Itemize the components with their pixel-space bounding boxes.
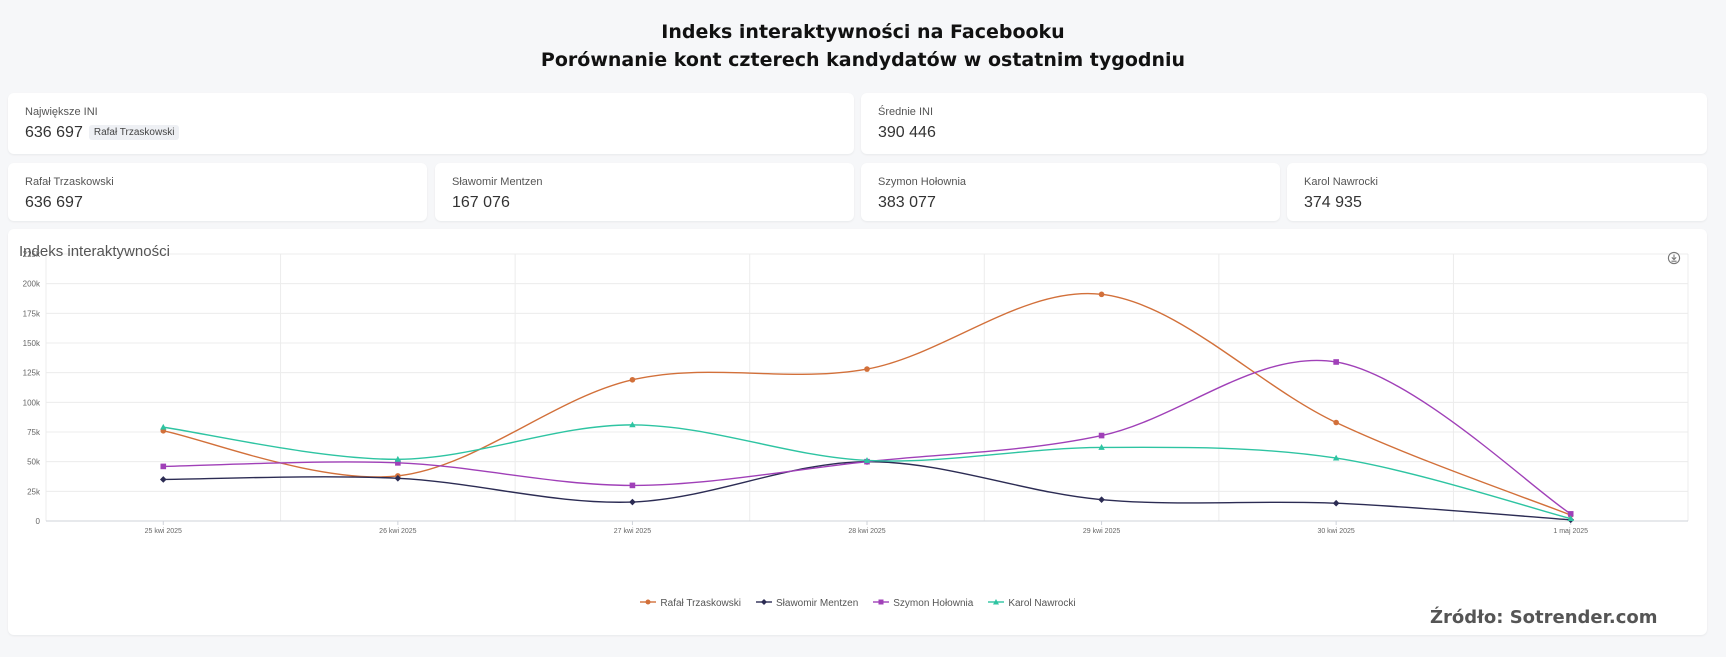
- series-line-rafal-trzaskowski: [163, 292, 1571, 516]
- candidate-card: Sławomir Mentzen 167 076: [435, 163, 854, 221]
- max-ini-badge: Rafał Trzaskowski: [88, 125, 180, 140]
- x-tick-label: 29 kwi 2025: [1083, 528, 1120, 535]
- candidate-value: 636 697: [25, 194, 83, 211]
- chart-title: Indeks interaktywności: [19, 243, 170, 260]
- data-point-karol-nawrocki: [1098, 444, 1105, 450]
- avg-ini-value: 390 446: [878, 124, 936, 141]
- candidate-value: 167 076: [452, 194, 510, 211]
- data-point-slawomir-mentzen: [394, 474, 402, 482]
- candidate-name: Szymon Hołownia: [878, 176, 967, 188]
- legend-item-slawomir-mentzen[interactable]: Sławomir Mentzen: [755, 597, 858, 609]
- data-point-rafal-trzaskowski: [1333, 419, 1339, 426]
- x-tick-label: 25 kwi 2025: [145, 528, 182, 535]
- chart-legend: Rafał Trzaskowski Sławomir Mentzen Szymon …: [8, 597, 1707, 609]
- candidate-name: Sławomir Mentzen: [452, 176, 543, 188]
- y-tick-label: 75k: [27, 428, 41, 437]
- data-point-rafal-trzaskowski: [864, 366, 870, 372]
- data-point-slawomir-mentzen: [1098, 496, 1105, 503]
- legend-label: Rafał Trzaskowski: [660, 598, 741, 609]
- data-point-szymon-holownia: [1098, 432, 1105, 439]
- data-point-karol-nawrocki: [1332, 454, 1340, 461]
- data-point-szymon-holownia: [629, 482, 636, 489]
- x-tick-label: 28 kwi 2025: [848, 528, 885, 535]
- data-point-rafal-trzaskowski: [629, 376, 636, 383]
- legend-item-karol-nawrocki[interactable]: Karol Nawrocki: [987, 597, 1076, 609]
- y-tick-label: 125k: [23, 369, 41, 378]
- candidate-card: Rafał Trzaskowski 636 697: [8, 163, 427, 221]
- candidate-name: Rafał Trzaskowski: [25, 176, 114, 188]
- legend-marker: [873, 599, 890, 605]
- data-point-slawomir-mentzen: [629, 498, 636, 506]
- candidate-card: Karol Nawrocki 374 935: [1287, 163, 1707, 221]
- avg-ini-card: Średnie INI 390 446: [861, 93, 1707, 154]
- candidate-name: Karol Nawrocki: [1304, 176, 1378, 188]
- legend-marker: [988, 599, 1005, 605]
- legend-marker: [756, 599, 772, 605]
- max-ini-value-row: 636 697 Rafał Trzaskowski: [25, 124, 180, 142]
- candidate-value: 383 077: [878, 194, 936, 211]
- avg-ini-label: Średnie INI: [878, 106, 934, 118]
- data-point-karol-nawrocki: [160, 423, 167, 430]
- data-point-karol-nawrocki: [394, 455, 402, 462]
- page-header: Indeks interaktywności na Facebooku Poró…: [0, 18, 1726, 74]
- y-tick-label: 25k: [27, 487, 41, 496]
- data-point-szymon-holownia: [1333, 359, 1339, 365]
- y-tick-label: 200k: [23, 280, 41, 289]
- data-point-karol-nawrocki: [1567, 515, 1574, 522]
- x-tick-label: 27 kwi 2025: [614, 528, 651, 535]
- page-title: Indeks interaktywności na Facebooku: [661, 21, 1065, 43]
- source-label: Źródło: Sotrender.com: [1430, 607, 1658, 628]
- chart-card: 0 25k 50k 75k 100k 125k 150k 175k 200k 225k 25 kwi…: [8, 229, 1707, 635]
- y-tick-label: 175k: [23, 309, 41, 318]
- line-chart: 0 25k 50k 75k 100k 125k 150k 175k 200k 225k 25 kwi…: [23, 250, 1689, 535]
- x-tick-label: 26 kwi 2025: [379, 528, 416, 535]
- series-line-slawomir-mentzen: [163, 460, 1571, 521]
- candidate-value: 374 935: [1304, 194, 1362, 211]
- legend-label: Szymon Hołownia: [893, 598, 974, 609]
- data-point-karol-nawrocki: [863, 457, 871, 463]
- x-tick-label: 1 maj 2025: [1553, 528, 1588, 535]
- y-tick-label: 100k: [23, 398, 41, 407]
- y-tick-label: 0: [36, 517, 41, 526]
- legend-label: Karol Nawrocki: [1008, 598, 1076, 609]
- legend-item-szymon-holownia[interactable]: Szymon Hołownia: [872, 597, 973, 609]
- page-subtitle: Porównanie kont czterech kandydatów w os…: [540, 49, 1186, 71]
- candidate-card: Szymon Hołownia 383 077: [861, 163, 1280, 221]
- y-tick-label: 225k: [23, 250, 41, 259]
- legend-item-rafal-trzaskowski[interactable]: Rafał Trzaskowski: [639, 597, 741, 609]
- data-point-szymon-holownia: [160, 463, 167, 470]
- legend-marker: [640, 599, 657, 605]
- data-point-szymon-holownia: [1567, 511, 1574, 517]
- max-ini-card: Największe INI 636 697 Rafał Trzaskowski: [8, 93, 854, 154]
- data-point-szymon-holownia: [395, 460, 401, 466]
- data-point-slawomir-mentzen: [1332, 499, 1340, 507]
- y-tick-label: 150k: [23, 339, 41, 348]
- data-point-rafal-trzaskowski: [1098, 291, 1105, 298]
- max-ini-value: 636 697: [25, 124, 83, 141]
- download-icon[interactable]: [1667, 251, 1681, 265]
- max-ini-label: Największe INI: [25, 106, 98, 118]
- data-point-slawomir-mentzen: [159, 476, 167, 483]
- data-point-karol-nawrocki: [629, 421, 636, 428]
- legend-label: Sławomir Mentzen: [776, 598, 859, 609]
- y-tick-label: 50k: [27, 458, 41, 467]
- x-tick-label: 30 kwi 2025: [1317, 528, 1354, 535]
